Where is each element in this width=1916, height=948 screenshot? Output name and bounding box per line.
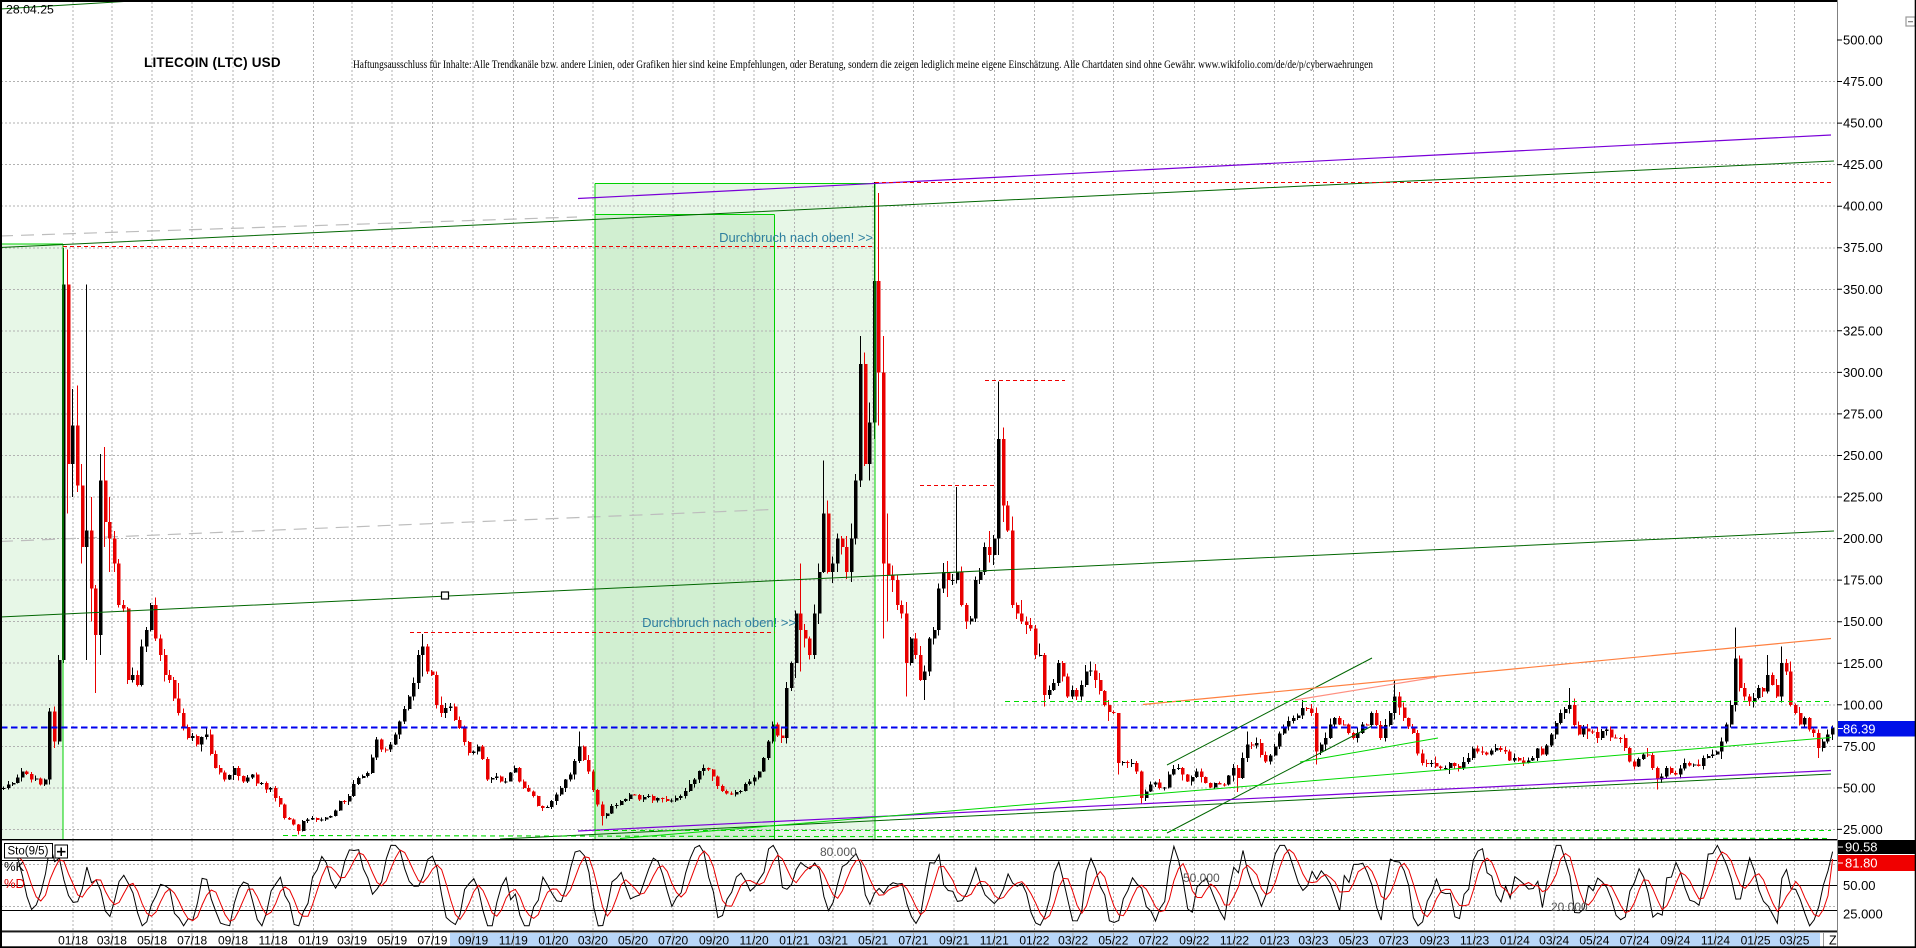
svg-text:Z: Z [1829, 934, 1837, 948]
svg-text:100.00: 100.00 [1843, 697, 1883, 712]
svg-text:325.00: 325.00 [1843, 323, 1883, 338]
svg-text:86.39: 86.39 [1843, 722, 1876, 737]
svg-text:05/22: 05/22 [1098, 934, 1128, 948]
svg-text:03/19: 03/19 [337, 934, 367, 948]
svg-text:25.000: 25.000 [1843, 822, 1883, 837]
svg-text:Durchbruch nach oben! >>: Durchbruch nach oben! >> [719, 230, 873, 245]
svg-text:25.000: 25.000 [1843, 907, 1883, 922]
svg-text:%K: %K [4, 859, 25, 874]
svg-text:475.00: 475.00 [1843, 74, 1883, 89]
svg-text:50.000: 50.000 [1183, 871, 1220, 885]
svg-text:05/20: 05/20 [618, 934, 648, 948]
svg-text:07/18: 07/18 [177, 934, 207, 948]
svg-text:07/22: 07/22 [1138, 934, 1168, 948]
svg-text:01/21: 01/21 [779, 934, 809, 948]
svg-text:350.00: 350.00 [1843, 282, 1883, 297]
svg-text:03/24: 03/24 [1539, 934, 1569, 948]
svg-text:05/19: 05/19 [377, 934, 407, 948]
svg-text:03/23: 03/23 [1298, 934, 1328, 948]
svg-text:200.00: 200.00 [1843, 531, 1883, 546]
svg-text:250.00: 250.00 [1843, 448, 1883, 463]
svg-text:03/20: 03/20 [578, 934, 608, 948]
svg-text:LITECOIN (LTC) USD: LITECOIN (LTC) USD [144, 55, 281, 70]
svg-text:225.00: 225.00 [1843, 490, 1883, 505]
svg-text:09/21: 09/21 [939, 934, 969, 948]
svg-text:275.00: 275.00 [1843, 406, 1883, 421]
svg-text:125.00: 125.00 [1843, 656, 1883, 671]
svg-text:07/24: 07/24 [1619, 934, 1649, 948]
svg-text:Haftungsausschluss für Inhalte: Haftungsausschluss für Inhalte: Alle Tre… [353, 59, 1373, 71]
svg-text:81.80: 81.80 [1845, 856, 1878, 871]
svg-text:01/25: 01/25 [1741, 934, 1771, 948]
svg-text:11/21: 11/21 [980, 934, 1009, 948]
svg-text:05/23: 05/23 [1339, 934, 1369, 948]
svg-text:07/19: 07/19 [417, 934, 447, 948]
svg-text:03/18: 03/18 [97, 934, 127, 948]
svg-text:09/23: 09/23 [1419, 934, 1449, 948]
svg-text:Durchbruch nach oben! >>: Durchbruch nach oben! >> [642, 615, 796, 630]
svg-text:90.58: 90.58 [1845, 840, 1878, 855]
svg-text:11/19: 11/19 [499, 934, 528, 948]
svg-text:01/18: 01/18 [58, 934, 88, 948]
svg-text:425.00: 425.00 [1843, 157, 1883, 172]
svg-text:11/22: 11/22 [1220, 934, 1249, 948]
svg-text:01/22: 01/22 [1019, 934, 1049, 948]
svg-text:500.00: 500.00 [1843, 33, 1883, 48]
svg-text:11/20: 11/20 [740, 934, 769, 948]
svg-text:150.00: 150.00 [1843, 614, 1883, 629]
svg-text:50.00: 50.00 [1843, 780, 1876, 795]
svg-text:450.00: 450.00 [1843, 116, 1883, 131]
svg-text:07/23: 07/23 [1379, 934, 1409, 948]
svg-text:09/24: 09/24 [1660, 934, 1690, 948]
svg-text:09/22: 09/22 [1179, 934, 1209, 948]
svg-text:05/24: 05/24 [1579, 934, 1609, 948]
svg-text:300.00: 300.00 [1843, 365, 1883, 380]
svg-text:Sto(9/5): Sto(9/5) [8, 846, 49, 858]
svg-text:375.00: 375.00 [1843, 240, 1883, 255]
svg-text:01/20: 01/20 [538, 934, 568, 948]
svg-text:07/21: 07/21 [898, 934, 928, 948]
svg-text:175.00: 175.00 [1843, 573, 1883, 588]
svg-text:09/20: 09/20 [699, 934, 729, 948]
svg-text:05/18: 05/18 [137, 934, 167, 948]
svg-text:20.000: 20.000 [1551, 900, 1588, 914]
svg-text:03/21: 03/21 [818, 934, 848, 948]
svg-text:01/23: 01/23 [1260, 934, 1290, 948]
svg-text:05/21: 05/21 [858, 934, 888, 948]
svg-text:11/18: 11/18 [259, 934, 288, 948]
svg-text:75.00: 75.00 [1843, 739, 1876, 754]
svg-text:07/20: 07/20 [658, 934, 688, 948]
svg-text:400.00: 400.00 [1843, 199, 1883, 214]
svg-text:03/22: 03/22 [1058, 934, 1088, 948]
svg-text:09/18: 09/18 [218, 934, 248, 948]
svg-text:11/24: 11/24 [1701, 934, 1730, 948]
svg-text:03/25: 03/25 [1779, 934, 1809, 948]
svg-text:01/19: 01/19 [298, 934, 328, 948]
svg-text:%D: %D [4, 876, 25, 891]
svg-text:11/23: 11/23 [1460, 934, 1489, 948]
svg-text:80.000: 80.000 [820, 845, 857, 859]
svg-text:28.04.25: 28.04.25 [6, 3, 54, 17]
svg-text:09/19: 09/19 [458, 934, 488, 948]
svg-text:50.00: 50.00 [1843, 878, 1876, 893]
svg-text:01/24: 01/24 [1500, 934, 1530, 948]
